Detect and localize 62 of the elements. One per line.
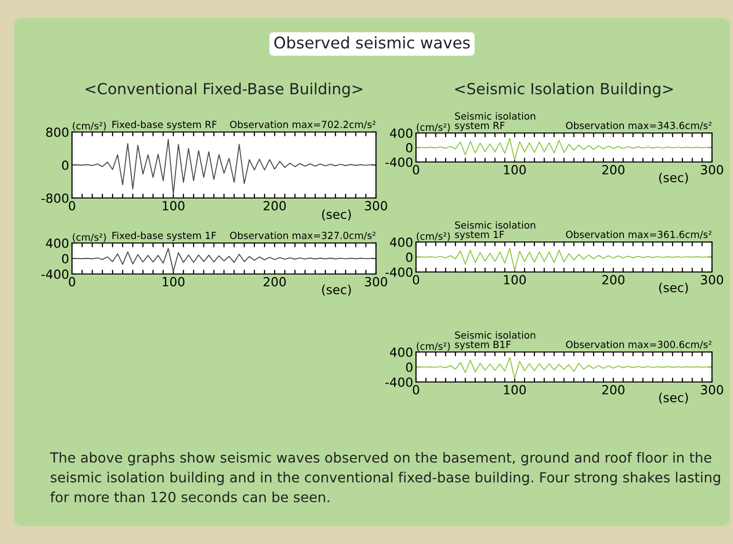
text: The above graphs show seismic waves observed on the basement, ground and roof floor in the seismic isolation building and in the conventional fixed-base building. Four strong shakes lasting for more than 120 seconds can be seen. (50, 452, 720, 502)
x-tick-label: 300 (701, 275, 724, 284)
y-tick-label: -800 (41, 193, 68, 203)
y-tick-label: 0 (406, 252, 412, 262)
text: Observation max=702.2cm/s² (230, 120, 376, 129)
y-tick-label: 400 (390, 347, 412, 357)
x-axis-title: (sec) (659, 172, 688, 184)
x-tick-label: 300 (365, 201, 388, 210)
x-tick-label: 200 (264, 277, 286, 286)
x-tick-label: 100 (504, 275, 526, 284)
y-tick-label: 800 (46, 127, 68, 137)
y-tick-label: 400 (390, 128, 412, 138)
x-tick-label: 100 (504, 385, 526, 394)
x-tick-label: 100 (162, 201, 184, 210)
chart-subtitle: <Seismic Isolation Building> (455, 82, 673, 98)
text: Observed seismic waves (274, 36, 470, 49)
y-tick-label: -400 (385, 157, 412, 167)
x-tick-label: 0 (68, 201, 76, 210)
y-tick-label: 0 (62, 254, 68, 264)
y-axis-title: (cm/s²) (416, 123, 450, 132)
y-tick-label: 0 (406, 142, 412, 152)
x-axis-title: (sec) (322, 284, 351, 296)
chart-title: Seismic isolation system 1F (455, 221, 536, 240)
x-tick-label: 200 (602, 275, 624, 284)
y-tick-label: -400 (385, 267, 412, 277)
text: Observation max=343.6cm/s² (566, 122, 712, 130)
x-tick-label: 200 (602, 165, 624, 174)
x-axis-title: (sec) (322, 209, 351, 220)
y-axis-title: (cm/s²) (72, 233, 106, 242)
x-tick-label: 0 (412, 165, 420, 174)
y-tick-label: 0 (406, 362, 412, 372)
line-series (416, 357, 712, 379)
chart-title: Seismic isolation system B1F (455, 331, 536, 350)
x-tick-label: 100 (162, 277, 184, 286)
x-tick-label: 0 (412, 275, 420, 284)
y-tick-label: 400 (390, 237, 412, 247)
y-tick-label: -400 (385, 377, 412, 387)
x-tick-label: 200 (602, 385, 624, 394)
y-tick-label: -400 (41, 269, 68, 279)
chart-title: Seismic isolation system RF (455, 112, 536, 131)
x-tick-label: 0 (412, 385, 420, 394)
x-tick-label: 300 (365, 277, 388, 286)
text: Observation max=300.6cm/s² (566, 340, 712, 349)
y-axis-title: (cm/s²) (416, 232, 450, 241)
x-tick-label: 0 (68, 277, 76, 286)
chart-title: Fixed-base system RF (112, 120, 217, 130)
x-tick-label: 200 (264, 201, 286, 210)
text: Observation max=327.0cm/s² (230, 232, 376, 240)
x-tick-label: 100 (504, 165, 526, 174)
x-tick-label: 300 (701, 165, 724, 174)
x-tick-label: 300 (701, 385, 724, 394)
text: Observation max=361.6cm/s² (566, 230, 712, 239)
x-axis-title: (sec) (659, 392, 688, 404)
x-axis-title: (sec) (659, 282, 688, 294)
line-series (72, 138, 376, 194)
line-series (72, 248, 376, 272)
chart-title: Fixed-base system 1F (112, 232, 216, 241)
y-axis-title: (cm/s²) (416, 342, 450, 351)
chart-subtitle: <Conventional Fixed-Base Building> (86, 82, 362, 98)
line-series (416, 138, 712, 160)
y-tick-label: 400 (46, 238, 68, 248)
y-axis-title: (cm/s²) (72, 122, 106, 131)
